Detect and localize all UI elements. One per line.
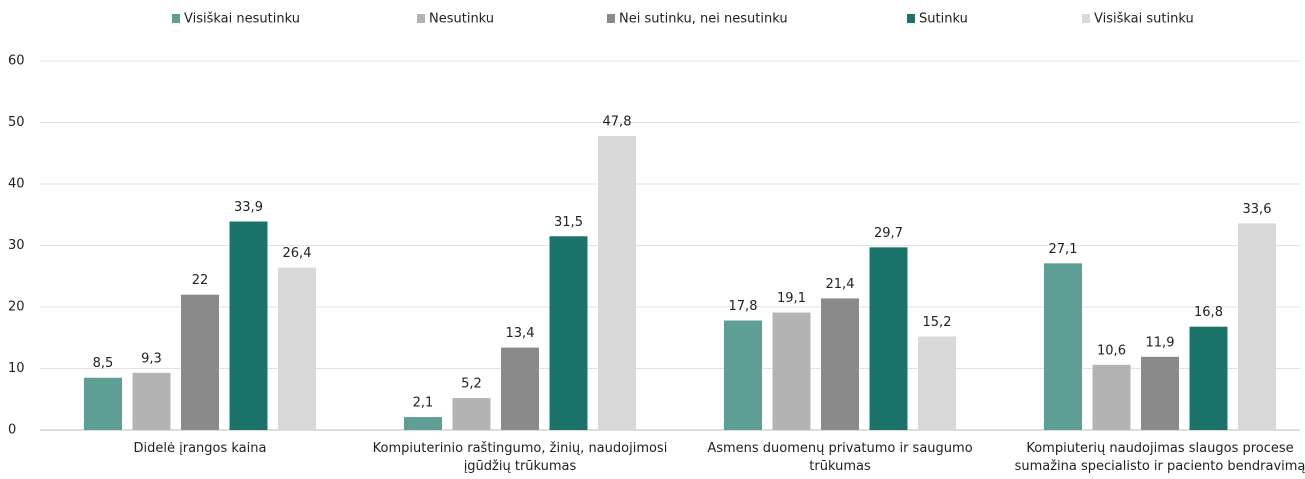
legend-label: Nesutinku (429, 12, 494, 27)
value-label: 17,8 (729, 299, 758, 314)
bar (1238, 223, 1276, 430)
legend-label: Nei sutinku, nei nesutinku (619, 12, 788, 27)
value-label: 26,4 (283, 246, 312, 261)
y-tick-label: 40 (8, 177, 25, 192)
legend-label: Visiškai nesutinku (184, 12, 300, 27)
legend-swatch (417, 14, 425, 23)
y-tick-label: 10 (8, 361, 25, 376)
value-label: 47,8 (603, 115, 632, 130)
bar (1044, 263, 1082, 430)
value-label: 31,5 (554, 215, 583, 230)
value-label: 27,1 (1049, 242, 1078, 257)
bar (869, 247, 908, 430)
bar (598, 136, 636, 430)
bar (84, 377, 122, 430)
bar (229, 221, 268, 430)
bar (452, 398, 491, 430)
bar (549, 236, 588, 430)
legend-label: Sutinku (919, 12, 968, 27)
value-label: 33,9 (234, 200, 263, 215)
bar (772, 312, 811, 430)
value-label: 9,3 (141, 351, 162, 366)
value-label: 15,2 (923, 315, 952, 330)
value-label: 29,7 (874, 226, 903, 241)
y-tick-label: 20 (8, 300, 25, 315)
bar (181, 294, 219, 430)
bar (278, 267, 316, 430)
legend-label: Visiškai sutinku (1094, 12, 1194, 27)
value-label: 19,1 (777, 291, 806, 306)
value-label: 10,6 (1097, 343, 1126, 358)
bar (821, 298, 859, 430)
bar (132, 372, 171, 430)
bar (1092, 364, 1131, 430)
bar (724, 320, 762, 430)
x-tick-label: Kompiuterinio raštingumo, žinių, naudoji… (372, 441, 668, 474)
value-label: 2,1 (413, 396, 434, 411)
legend-swatch (907, 14, 915, 23)
bar (918, 336, 956, 430)
y-tick-label: 0 (8, 423, 16, 438)
value-label: 5,2 (461, 377, 482, 392)
value-label: 21,4 (826, 277, 855, 292)
value-label: 13,4 (506, 326, 535, 341)
value-label: 22 (192, 273, 209, 288)
legend-swatch (607, 14, 615, 23)
bar (404, 417, 442, 430)
legend-swatch (172, 14, 180, 23)
value-label: 33,6 (1243, 202, 1272, 217)
x-tick-label: Kompiuterių naudojimas slaugos procese s… (1014, 441, 1305, 474)
y-tick-label: 60 (8, 54, 25, 69)
bar (501, 347, 539, 430)
value-label: 11,9 (1146, 335, 1175, 350)
bar (1189, 326, 1228, 430)
legend-swatch (1082, 14, 1090, 23)
bar (1141, 356, 1179, 430)
value-label: 16,8 (1194, 305, 1223, 320)
x-tick-label: Asmens duomenų privatumo ir saugumo trūk… (707, 441, 973, 474)
y-tick-label: 50 (8, 115, 25, 130)
x-tick-label: Didelė įrangos kaina (133, 441, 267, 456)
y-tick-label: 30 (8, 238, 25, 253)
value-label: 8,5 (93, 356, 114, 371)
